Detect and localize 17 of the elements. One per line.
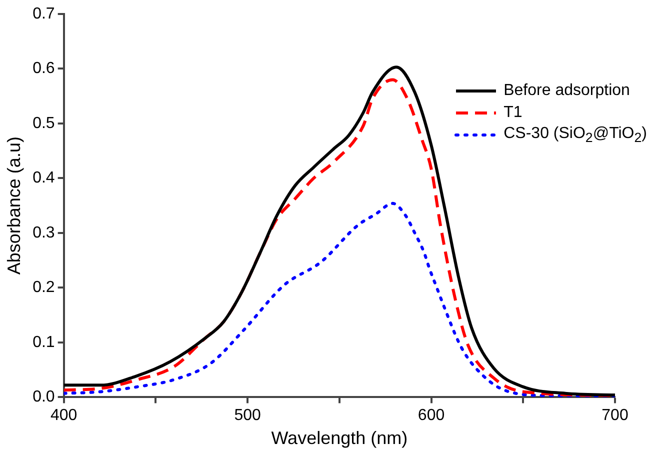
legend-label: CS-30 (SiO$_{2}$@TiO$_{2}$) bbox=[504, 124, 647, 146]
y-tick-label: 0.3 bbox=[32, 224, 55, 242]
y-tick-label: 0.7 bbox=[32, 5, 55, 22]
y-tick-label: 0.2 bbox=[32, 279, 55, 296]
y-axis-title: Absorbance (a.u) bbox=[4, 136, 24, 275]
x-tick-label: 400 bbox=[50, 407, 78, 424]
y-tick-label: 0.1 bbox=[32, 334, 55, 351]
x-tick-label: 600 bbox=[418, 407, 445, 424]
legend-label: Before adsorption bbox=[504, 82, 630, 100]
y-tick-label: 0.4 bbox=[32, 170, 55, 187]
y-tick-label: 0.0 bbox=[32, 388, 55, 406]
y-tick-label: 0.6 bbox=[32, 60, 55, 78]
x-tick-label: 500 bbox=[234, 407, 262, 424]
legend-label: T1 bbox=[504, 104, 522, 122]
x-tick-label: 700 bbox=[602, 407, 628, 424]
y-tick-label: 0.5 bbox=[32, 114, 55, 132]
x-axis-title: Wavelength (nm) bbox=[271, 428, 408, 448]
